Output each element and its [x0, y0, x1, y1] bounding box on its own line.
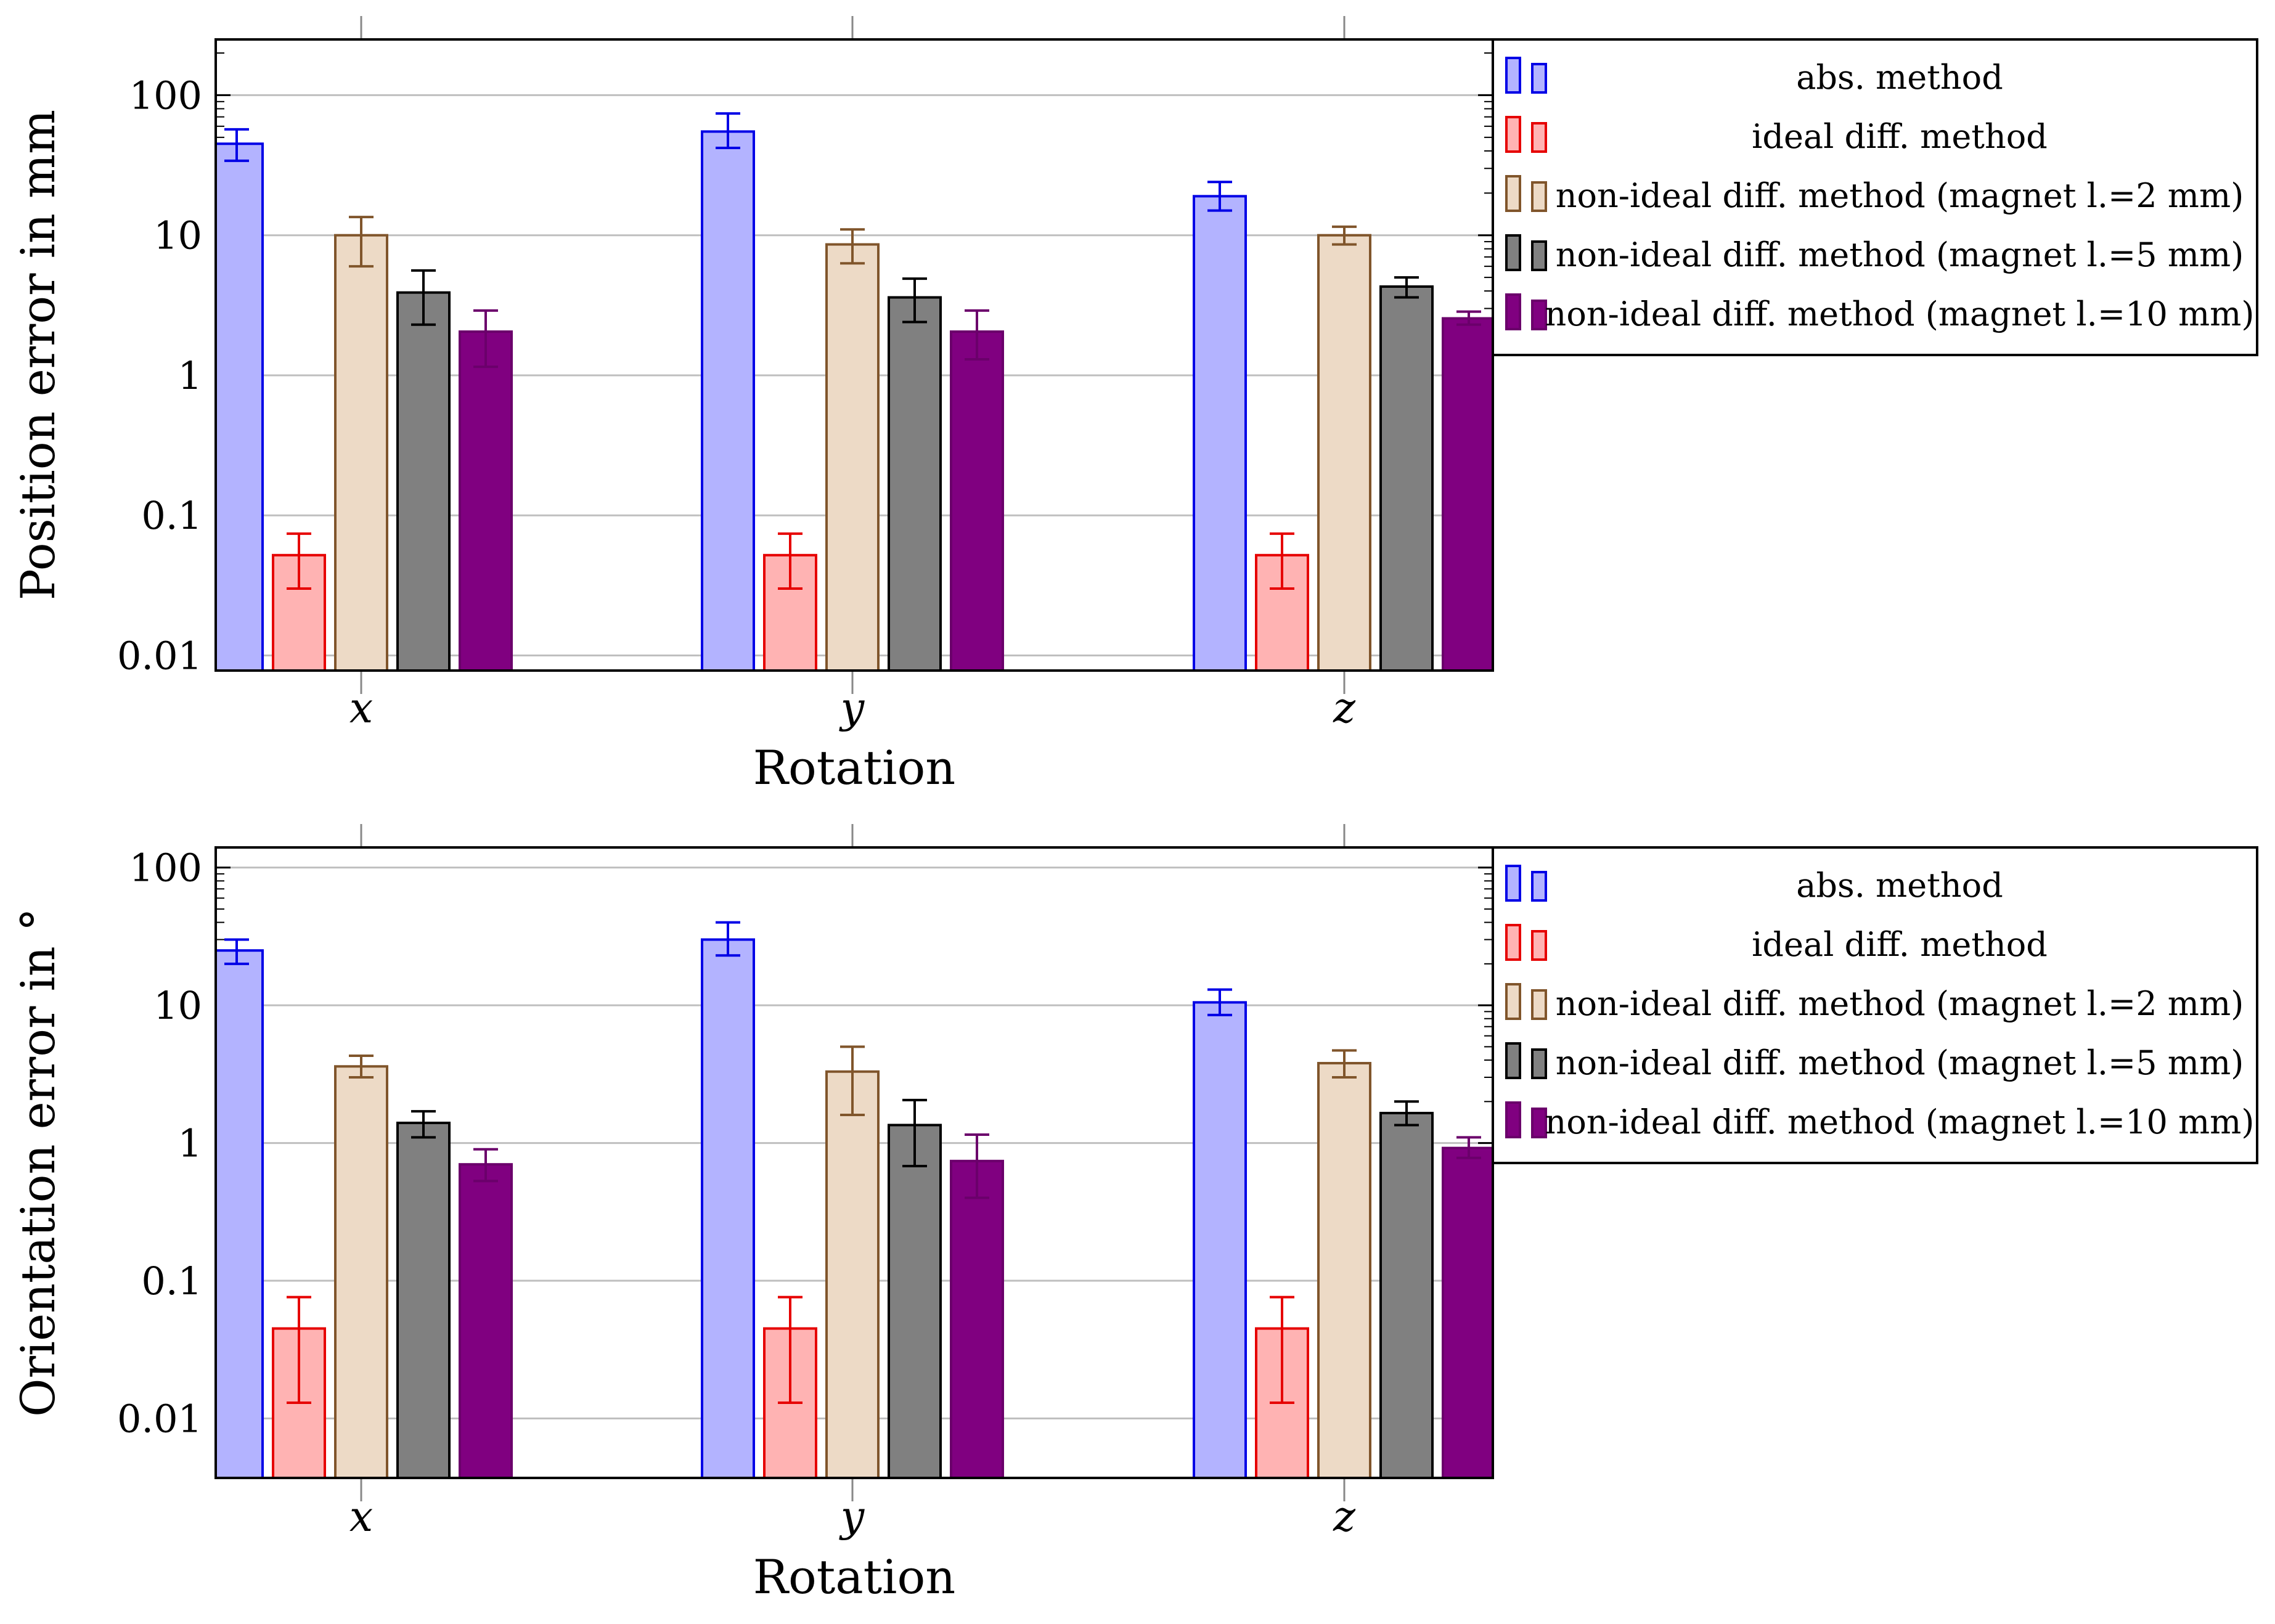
legend: abs. method ideal diff. method non-ideal d…	[1492, 38, 2258, 356]
legend-label-ni5: non-ideal diff. method (magnet l.=5 mm)	[1556, 1043, 2244, 1082]
x-tick-label: z	[1333, 1493, 1356, 1541]
bar-ni2-x	[334, 1065, 388, 1479]
legend-swatch-abs	[1531, 871, 1547, 902]
legend-label-abs: abs. method	[1796, 866, 2003, 905]
legend-swatch-ni2	[1531, 181, 1547, 212]
legend-swatch-abs	[1505, 865, 1521, 902]
bar-ni5-z	[1379, 285, 1434, 672]
bar-abs-y	[701, 938, 755, 1479]
y-tick-label: 1	[178, 1121, 202, 1166]
legend-swatch-ni5	[1505, 1042, 1521, 1079]
bar-abs-x	[214, 949, 264, 1479]
legend-label-ni2: non-ideal diff. method (magnet l.=2 mm)	[1556, 984, 2244, 1023]
bar-ni2-x	[334, 234, 388, 672]
bar-ni10-x	[459, 1163, 513, 1480]
legend-box	[1492, 38, 2258, 356]
legend-swatch-ni10	[1531, 300, 1547, 330]
bar-ni2-y	[825, 243, 880, 672]
legend-swatch-ni10	[1505, 1101, 1521, 1138]
bar-abs-x	[214, 142, 264, 672]
legend-swatch-ni5	[1531, 240, 1547, 271]
bar-ni5-y	[888, 1124, 942, 1479]
legend-box	[1492, 846, 2258, 1164]
legend-swatch-ni10	[1505, 293, 1521, 330]
y-axis-label: Orientation error in °	[10, 908, 65, 1417]
chart-panel-1: 0.01 0.1 1 10 100 x y z Rotation Position error i…	[10, 16, 2258, 795]
legend-swatch-ni5	[1531, 1048, 1547, 1079]
bar-ni5-x	[396, 291, 451, 672]
bar-ni2-z	[1317, 234, 1371, 672]
x-tick-label: z	[1333, 684, 1356, 733]
bar-ni5-x	[396, 1121, 451, 1479]
bar-abs-y	[701, 130, 755, 672]
legend-swatch-abs	[1531, 63, 1547, 94]
legend: abs. method ideal diff. method non-ideal d…	[1492, 846, 2258, 1164]
y-tick-label: 0.01	[117, 633, 202, 678]
legend-swatch-ni5	[1505, 234, 1521, 271]
y-tick-label: 100	[129, 846, 202, 891]
legend-swatch-ideal	[1531, 930, 1547, 961]
y-tick-label: 0.1	[141, 1259, 202, 1304]
bar-ni10-x	[459, 330, 513, 672]
legend-swatch-ni2	[1505, 175, 1521, 212]
bar-ni2-y	[825, 1070, 880, 1479]
y-axis-label: Position error in mm	[10, 110, 65, 600]
y-tick-label: 10	[153, 213, 202, 258]
bar-ni2-z	[1317, 1062, 1371, 1479]
y-tick-label: 1	[178, 353, 202, 398]
legend-swatch-ni2	[1505, 983, 1521, 1020]
bar-ni10-z	[1442, 317, 1494, 672]
bar-ni5-z	[1379, 1111, 1434, 1479]
bar-ni10-y	[950, 1159, 1004, 1479]
legend-label-ideal: ideal diff. method	[1752, 117, 2048, 156]
legend-swatch-ni2	[1531, 989, 1547, 1020]
chart-panel-2: 0.01 0.1 1 10 100 x y z Rotation Orientation erro…	[10, 824, 2258, 1604]
legend-swatch-ni10	[1531, 1108, 1547, 1138]
y-tick-label: 10	[153, 983, 202, 1028]
legend-swatch-abs	[1505, 57, 1521, 94]
bar-ni10-z	[1442, 1146, 1494, 1480]
legend-swatch-ideal	[1505, 116, 1521, 153]
x-axis-label: Rotation	[753, 740, 955, 795]
legend-label-ideal: ideal diff. method	[1752, 925, 2048, 964]
bar-ni5-y	[888, 296, 942, 672]
x-tick-label: x	[349, 1493, 373, 1541]
bar-abs-z	[1193, 1001, 1247, 1480]
legend-label-ni10: non-ideal diff. method (magnet l.=10 mm)	[1545, 1103, 2255, 1141]
y-tick-label: 0.1	[141, 493, 202, 538]
x-tick-label: x	[349, 684, 373, 733]
bar-abs-z	[1193, 195, 1247, 672]
legend-label-ni10: non-ideal diff. method (magnet l.=10 mm)	[1545, 295, 2255, 333]
y-tick-label: 100	[129, 73, 202, 118]
x-tick-label: y	[839, 1493, 865, 1541]
x-tick-label: y	[839, 684, 865, 733]
y-tick-label: 0.01	[117, 1397, 202, 1442]
legend-swatch-ideal	[1505, 924, 1521, 961]
legend-label-abs: abs. method	[1796, 58, 2003, 97]
legend-label-ni2: non-ideal diff. method (magnet l.=2 mm)	[1556, 176, 2244, 215]
bar-ni10-y	[950, 330, 1004, 672]
legend-label-ni5: non-ideal diff. method (magnet l.=5 mm)	[1556, 235, 2244, 274]
x-axis-label: Rotation	[753, 1549, 955, 1604]
legend-swatch-ideal	[1531, 122, 1547, 153]
